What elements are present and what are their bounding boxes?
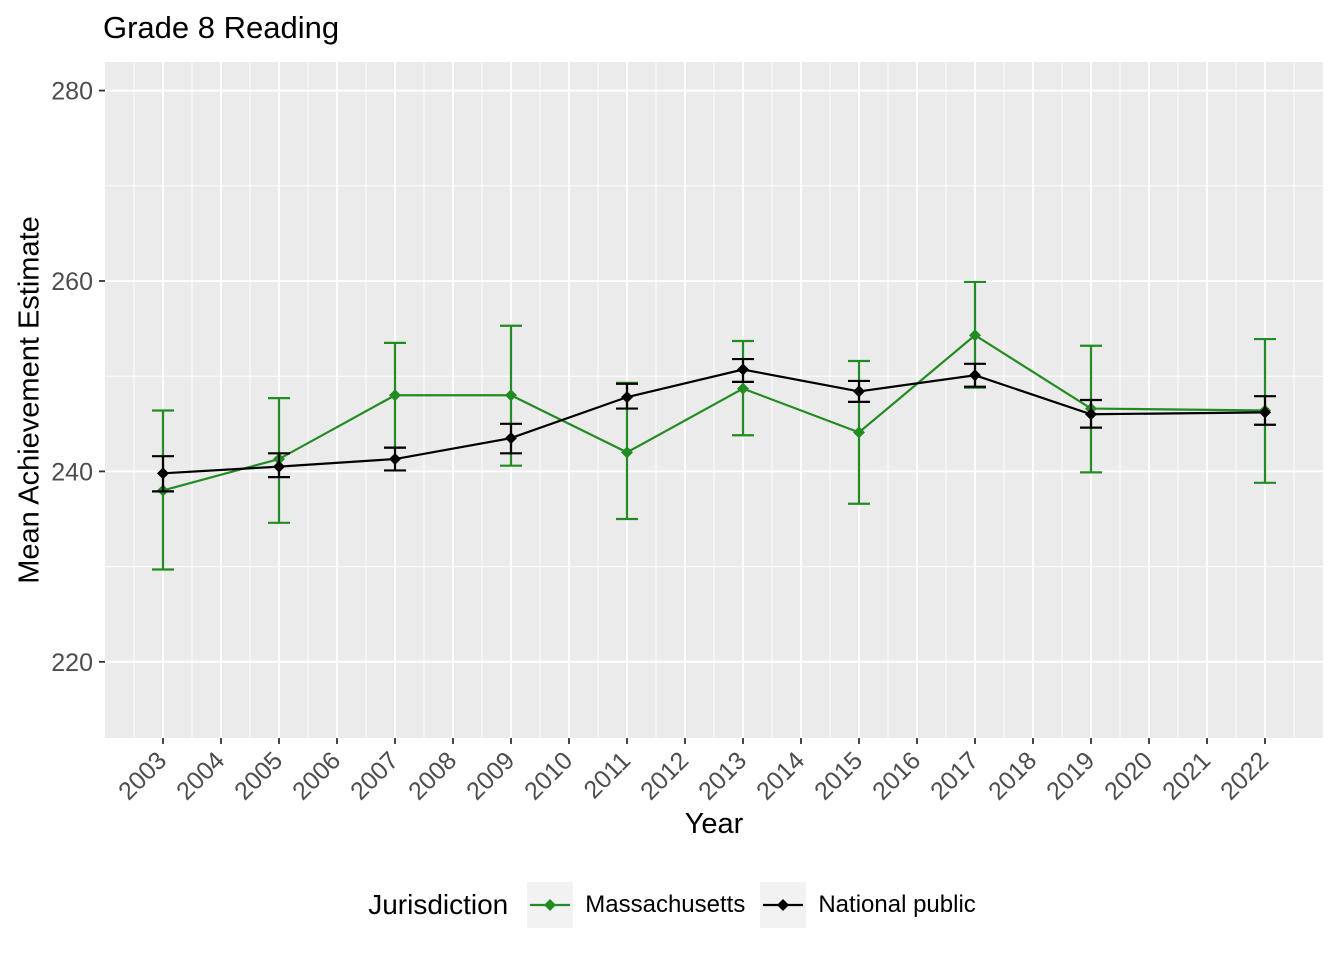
plot-title: Grade 8 Reading <box>103 10 340 45</box>
point-national-public-2015 <box>853 385 865 398</box>
legend-label-massachusetts: Massachusetts <box>585 891 746 918</box>
series-massachusetts-line <box>162 333 1266 492</box>
x-tick-label-2016: 2016 <box>867 746 926 805</box>
y-tick-label-280: 280 <box>51 78 93 106</box>
x-tick-label-2009: 2009 <box>461 746 520 805</box>
x-tick-label-2022: 2022 <box>1215 746 1274 805</box>
x-tick-label-2008: 2008 <box>403 746 462 805</box>
legend-item-massachusetts: Massachusetts <box>527 882 745 928</box>
point-national-public-2009 <box>505 432 517 445</box>
point-national-public-2017 <box>969 369 981 382</box>
point-massachusetts-2007 <box>389 389 401 402</box>
x-tick-label-2004: 2004 <box>171 746 230 805</box>
point-massachusetts-2015 <box>853 426 865 439</box>
point-national-public-2011 <box>621 391 633 404</box>
x-tick-label-2021: 2021 <box>1157 746 1216 805</box>
point-massachusetts-2011 <box>621 446 633 459</box>
y-tick-label-220: 220 <box>51 649 93 677</box>
point-national-public-2013 <box>737 363 749 376</box>
y-tick-label-240: 240 <box>51 458 93 486</box>
point-national-public-2019 <box>1085 408 1097 421</box>
legend-label-national-public: National public <box>818 891 976 918</box>
point-national-public-2003 <box>157 467 169 480</box>
x-tick-label-2006: 2006 <box>287 746 346 805</box>
x-tick-label-2011: 2011 <box>578 746 636 804</box>
x-axis-title: Year <box>684 808 744 840</box>
x-tick-label-2005: 2005 <box>229 746 288 805</box>
x-tick-label-2015: 2015 <box>809 746 868 805</box>
x-tick-label-2013: 2013 <box>693 746 752 805</box>
point-massachusetts-2017 <box>969 329 981 342</box>
point-national-public-2022 <box>1259 406 1271 419</box>
series-national-public-line <box>162 368 1266 475</box>
point-national-public-2005 <box>273 460 285 473</box>
point-massachusetts-2009 <box>505 389 517 402</box>
y-tick-label-260: 260 <box>51 268 93 296</box>
x-tick-label-2019: 2019 <box>1041 746 1100 805</box>
y-axis-title: Mean Achievement Estimate <box>13 216 46 584</box>
legend: Jurisdiction Massachusetts National publ… <box>0 882 1344 928</box>
x-tick-label-2018: 2018 <box>983 746 1042 805</box>
point-massachusetts-2013 <box>737 382 749 395</box>
legend-title: Jurisdiction <box>368 889 509 920</box>
point-national-public-2007 <box>389 453 401 466</box>
x-tick-label-2007: 2007 <box>345 746 404 805</box>
x-tick-label-2020: 2020 <box>1099 746 1158 805</box>
x-tick-label-2003: 2003 <box>113 746 172 805</box>
legend-key-massachusetts-icon <box>527 882 574 928</box>
legend-item-national-public: National public <box>760 882 976 928</box>
x-tick-label-2014: 2014 <box>751 746 810 805</box>
x-tick-label-2010: 2010 <box>519 746 578 805</box>
x-tick-label-2017: 2017 <box>925 746 984 805</box>
legend-key-national-public-icon <box>760 882 807 928</box>
x-tick-label-2012: 2012 <box>635 746 694 805</box>
